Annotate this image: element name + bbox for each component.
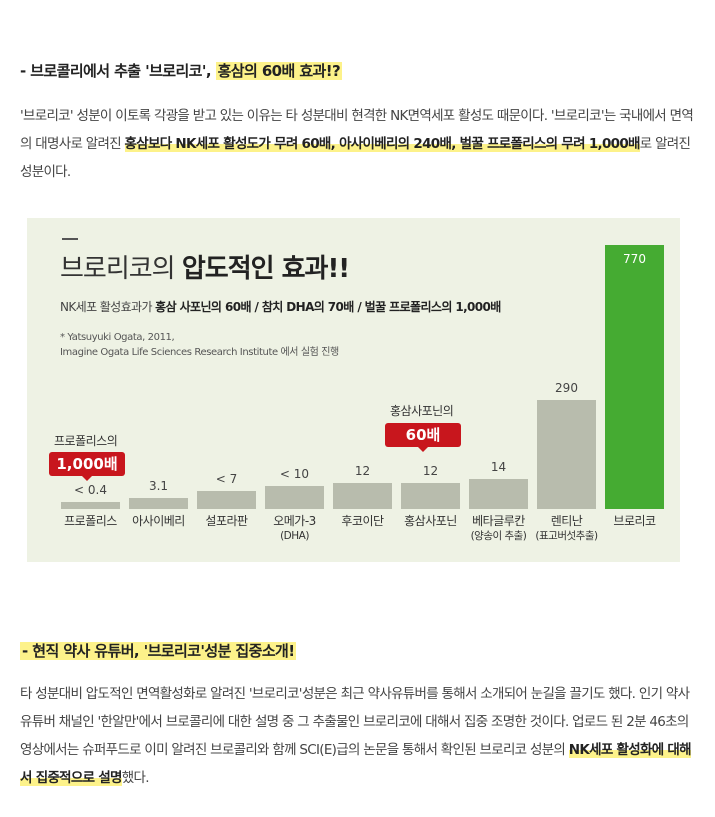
bar-3: [197, 491, 256, 509]
chart-subtitle: NK세포 활성효과가 홍삼 사포닌의 60배 / 참치 DHA의 70배 / 벌…: [60, 298, 501, 315]
category-label-6: 홍삼사포닌: [404, 514, 457, 528]
category-label-1: 프로폴리스: [64, 514, 117, 528]
category-label-7: 베타글루칸 (양송이 추출): [470, 514, 527, 542]
category-label-9: 브로리코: [613, 514, 656, 528]
category-label-5: 후코이단: [341, 514, 384, 528]
section2-heading: - 현직 약사 유튜버, '브로리코'성분 집중소개!: [20, 640, 297, 661]
category-label-2: 아사이베리: [132, 514, 185, 528]
bar-8: [537, 400, 596, 509]
bar-value-label-9: 770: [623, 252, 646, 266]
comparison-chart: 브로리코의 압도적인 효과!! NK세포 활성효과가 홍삼 사포닌의 60배 /…: [27, 218, 680, 562]
bar-1: [61, 502, 120, 509]
bar-value-label-3: < 7: [215, 472, 238, 486]
chart-note-line1: * Yatsuyuki Ogata, 2011,: [60, 332, 175, 343]
bar-value-label-4: < 10: [279, 467, 310, 481]
bar-value-label-8: 290: [555, 381, 578, 395]
bar-value-label-7: 14: [490, 460, 507, 474]
bar-value-label-2: 3.1: [148, 479, 169, 493]
section1-paragraph: '브로리코' 성분이 이토록 각광을 받고 있는 이유는 타 성분대비 현격한 …: [20, 102, 700, 186]
bar-value-label-5: 12: [354, 464, 371, 478]
category-label-3: 설포라판: [205, 514, 248, 528]
title-dash: [62, 238, 78, 240]
bar-5: [333, 483, 392, 509]
bar-6: [401, 483, 460, 509]
callout-propolis-badge: 1,000배: [49, 452, 125, 481]
section1-heading-highlight: 홍삼의 60배 효과!?: [215, 62, 343, 80]
section2-heading-text: - 현직 약사 유튜버, '브로리코'성분 집중소개!: [20, 642, 297, 660]
bar-value-label-6: 12: [422, 464, 439, 478]
chart-title-bold: 압도적인 효과!!: [181, 254, 350, 284]
bar-7: [469, 479, 528, 509]
section1-para-highlight: 홍삼보다 NK세포 활성도가 무려 60배, 아사이베리의 240배, 벌꿀 프…: [124, 136, 640, 152]
callout-ginseng-label: 홍삼사포닌의: [390, 404, 454, 418]
chart-title: 브로리코의 압도적인 효과!!: [60, 248, 350, 285]
section2-para-text1: 타 성분대비 압도적인 면역활성화로 알려진 '브로리코'성분은 최근 약사유튜…: [20, 686, 690, 758]
section1-para-text1: '브로리코' 성분이 이토록 각광을 받고 있는 이유는 타 성분대비 현격한 …: [20, 108, 694, 152]
section1-para-text3: 로 알려진 성분이다.: [20, 136, 691, 180]
bar-2: [129, 498, 188, 509]
section1-heading-prefix: - 브로콜리에서 추출 '브로리코',: [20, 62, 216, 80]
category-label-8: 렌티난 (표고버섯추출): [535, 514, 598, 542]
chart-subtitle-bold: 홍삼 사포닌의 60배 / 참치 DHA의 70배 / 벌꿀 프로폴리스의 1,…: [155, 300, 501, 314]
section2-para-text3: 했다.: [121, 770, 150, 786]
chart-title-light: 브로리코의: [60, 254, 182, 284]
chart-note: * Yatsuyuki Ogata, 2011, Imagine Ogata L…: [60, 330, 339, 360]
category-label-4: 오메가-3 (DHA): [273, 514, 316, 542]
section1-heading: - 브로콜리에서 추출 '브로리코', 홍삼의 60배 효과!?: [20, 60, 343, 81]
callout-ginseng-badge: 60배: [385, 423, 461, 452]
callout-propolis-label: 프로폴리스의: [54, 434, 118, 448]
chart-note-line2: Imagine Ogata Life Sciences Research Ins…: [60, 347, 339, 358]
bar-4: [265, 486, 324, 509]
section2-paragraph: 타 성분대비 압도적인 면역활성화로 알려진 '브로리코'성분은 최근 약사유튜…: [20, 680, 700, 792]
bar-value-label-1: < 0.4: [74, 483, 107, 497]
bar-9: [605, 245, 664, 509]
chart-subtitle-light: NK세포 활성효과가: [60, 300, 156, 314]
